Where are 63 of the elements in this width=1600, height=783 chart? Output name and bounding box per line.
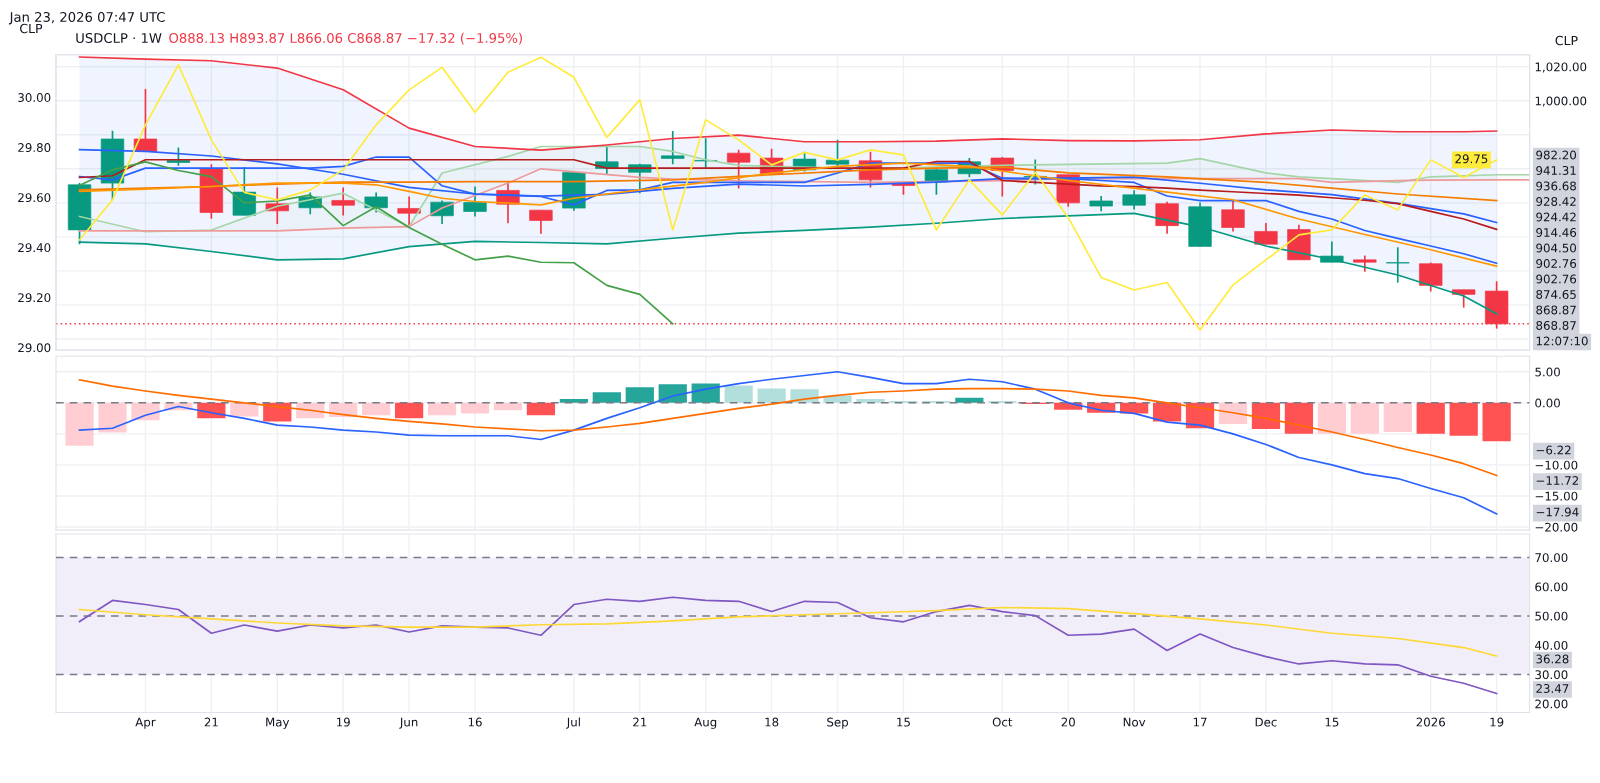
x-tick-label: Aug — [694, 717, 717, 729]
y-tick-label: 50.00 — [1535, 611, 1568, 621]
y-tick-label: −15.00 — [1535, 491, 1578, 501]
y2-tick-label: 29.20 — [18, 293, 51, 303]
y-tick-label: −20.00 — [1535, 522, 1578, 532]
text: 924.42 — [1536, 212, 1576, 222]
text: 868.87 — [1536, 321, 1576, 330]
x-tick-label: Jun — [399, 717, 418, 729]
text: Jan 23, 2026 07:47 UTC — [8, 11, 165, 25]
x-tick-label: Sep — [827, 717, 849, 729]
x-tick-label: 2026 — [1416, 717, 1446, 727]
x-tick-label: May — [266, 717, 290, 729]
data-label: 29.75 — [1455, 154, 1488, 164]
text: 941.31 — [1536, 166, 1576, 175]
text: 928.42 — [1536, 197, 1576, 206]
x-tick-label: 19 — [1490, 717, 1504, 727]
text: 874.65 — [1536, 290, 1576, 299]
text: 23.47 — [1536, 684, 1569, 693]
y-tick-label: 0.00 — [1535, 398, 1560, 408]
x-tick-label: Apr — [135, 717, 156, 729]
chart-subtitle: O888.13 H893.87 L866.06 C868.87 −17.32 (−1.95%) — [169, 32, 522, 45]
y2-tick-label: 29.80 — [18, 143, 51, 153]
y2-tick-label: 29.00 — [18, 343, 51, 353]
text: 868.87 — [1536, 305, 1576, 315]
x-tick-label: 16 — [468, 717, 482, 727]
x-tick-label: Dec — [1255, 717, 1277, 727]
y2-tick-label: 29.40 — [18, 243, 51, 253]
x-tick-label: 21 — [633, 717, 647, 727]
y2-tick-label: 29.60 — [18, 193, 51, 203]
text: 36.28 — [1536, 654, 1569, 664]
text: −11.72 — [1536, 476, 1578, 485]
y-tick-label: 5.00 — [1535, 367, 1560, 377]
x-tick-label: Nov — [1123, 717, 1146, 727]
y-tick-label: −10.00 — [1535, 460, 1578, 470]
x-tick-label: 19 — [336, 717, 350, 727]
x-tick-label: 21 — [204, 717, 218, 727]
text: 12:07:10 — [1536, 336, 1588, 346]
y2-axis-title: CLP — [20, 23, 43, 34]
x-tick-label: 15 — [1325, 717, 1339, 727]
y-axis-title: CLP — [1555, 35, 1578, 46]
text: −6.22 — [1536, 445, 1571, 455]
y-tick-label: 40.00 — [1535, 640, 1568, 650]
text: −17.94 — [1536, 507, 1579, 517]
chart-title: USDCLP · 1W — [76, 33, 162, 43]
y-tick-label: 60.00 — [1535, 582, 1568, 592]
text: 982.20 — [1536, 150, 1577, 160]
y-tick-label: 70.00 — [1535, 553, 1568, 563]
y-tick-label: 20.00 — [1535, 699, 1568, 709]
x-tick-label: 17 — [1193, 717, 1207, 727]
text: 902.76 — [1536, 274, 1577, 284]
y2-tick-label: 30.00 — [18, 93, 51, 102]
y-tick-label: 1,000.00 — [1535, 96, 1587, 107]
x-tick-label: 20 — [1061, 717, 1075, 727]
text: 902.76 — [1536, 259, 1577, 268]
x-tick-label: 18 — [765, 717, 779, 727]
text: 914.46 — [1536, 228, 1577, 237]
x-tick-label: 15 — [897, 717, 910, 727]
text: 936.68 — [1536, 181, 1576, 191]
text: 904.50 — [1536, 243, 1577, 253]
x-tick-label: Oct — [992, 717, 1013, 727]
x-tick-label: Jul — [566, 717, 580, 729]
y-tick-label: 1,020.00 — [1535, 62, 1587, 73]
y-tick-label: 30.00 — [1535, 670, 1568, 680]
